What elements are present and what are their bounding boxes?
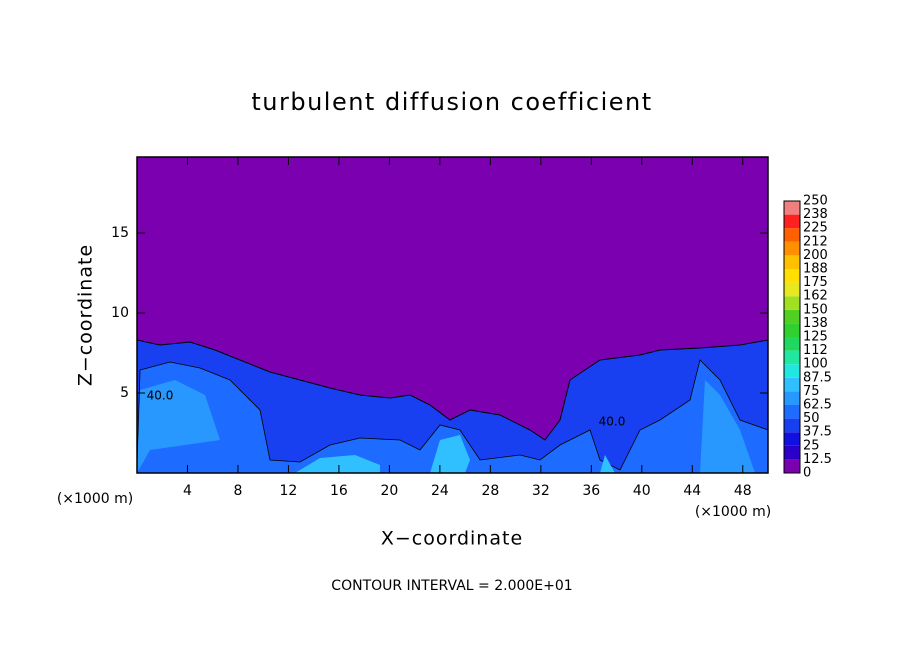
colorbar-label: 175 xyxy=(803,275,828,290)
colorbar-band xyxy=(784,337,800,351)
colorbar-label: 188 xyxy=(803,262,828,277)
x-tick-label: 4 xyxy=(183,483,192,499)
contour-label: 40.0 xyxy=(147,389,174,403)
field-region xyxy=(600,455,615,473)
colorbar-label: 200 xyxy=(803,248,828,263)
x-tick-label: 40 xyxy=(633,483,651,499)
colorbar-band xyxy=(784,282,800,297)
colorbar-label: 212 xyxy=(803,234,828,249)
field-region xyxy=(295,455,380,473)
colorbar-band xyxy=(784,364,800,378)
colorbar-band xyxy=(784,459,800,473)
field xyxy=(136,157,769,474)
colorbar-label: 112 xyxy=(803,343,828,358)
x-unit-label: (×1000 m) xyxy=(57,491,133,507)
colorbar-label: 138 xyxy=(803,316,828,331)
field-region xyxy=(137,380,220,473)
colorbar-label: 150 xyxy=(803,302,828,317)
colorbar-label: 37.5 xyxy=(803,425,832,440)
colorbar-band xyxy=(784,269,800,283)
colorbar-label: 12.5 xyxy=(803,452,832,467)
field-region xyxy=(430,435,470,473)
colorbar-label: 87.5 xyxy=(803,370,832,385)
colorbar-label: 125 xyxy=(803,330,828,345)
colorbar-frame xyxy=(783,200,801,474)
colorbar-band xyxy=(784,350,800,365)
x-tick-label: 36 xyxy=(582,483,600,499)
colorbar-band xyxy=(784,391,800,405)
x-tick-label: 48 xyxy=(734,483,752,499)
contour-label: 40.0 xyxy=(599,415,626,429)
footnote: CONTOUR INTERVAL = 2.000E+01 xyxy=(331,578,572,594)
field-region xyxy=(136,339,769,474)
colorbar-band xyxy=(784,418,800,433)
x-tick-label: 28 xyxy=(481,483,499,499)
x-unit-label: (×1000 m) xyxy=(695,504,771,520)
y-tick-label: 5 xyxy=(120,385,129,401)
colorbar-label: 250 xyxy=(803,194,828,209)
y-axis-label: Z−coordinate xyxy=(75,244,97,386)
colorbar-band xyxy=(784,323,800,337)
x-tick-label: 8 xyxy=(233,483,242,499)
x-tick-label: 12 xyxy=(280,483,298,499)
colorbar-band xyxy=(784,228,800,242)
colorbar-label: 0 xyxy=(803,466,811,481)
colorbar-band xyxy=(784,241,800,256)
x-tick-label: 24 xyxy=(431,483,449,499)
colorbar-label: 25 xyxy=(803,438,820,453)
x-tick-label: 44 xyxy=(683,483,701,499)
colorbar-label: 162 xyxy=(803,289,828,304)
colorbar-band xyxy=(784,432,800,446)
colorbar-band xyxy=(784,214,800,229)
colorbar-label: 75 xyxy=(803,384,820,399)
colorbar-label: 50 xyxy=(803,411,820,426)
colorbar-band xyxy=(784,445,800,460)
x-tick-label: 20 xyxy=(380,483,398,499)
field-region xyxy=(700,380,755,473)
chart-title: turbulent diffusion coefficient xyxy=(251,88,652,116)
x-tick-label: 16 xyxy=(330,483,348,499)
colorbar-band xyxy=(784,405,800,419)
plot-frame xyxy=(136,156,769,474)
colorbar-band xyxy=(784,309,800,324)
colorbar-band xyxy=(784,201,800,215)
colorbar-label: 238 xyxy=(803,207,828,222)
x-tick-label: 32 xyxy=(532,483,550,499)
colorbar-label: 62.5 xyxy=(803,398,832,413)
colorbar-band xyxy=(784,296,800,310)
colorbar-band xyxy=(784,377,800,392)
colorbar-label: 100 xyxy=(803,357,828,372)
colorbar-label: 225 xyxy=(803,221,828,236)
y-tick-label: 15 xyxy=(111,225,129,241)
colorbar-band xyxy=(784,255,800,269)
y-tick-label: 10 xyxy=(111,305,129,321)
x-axis-label: X−coordinate xyxy=(381,528,523,550)
